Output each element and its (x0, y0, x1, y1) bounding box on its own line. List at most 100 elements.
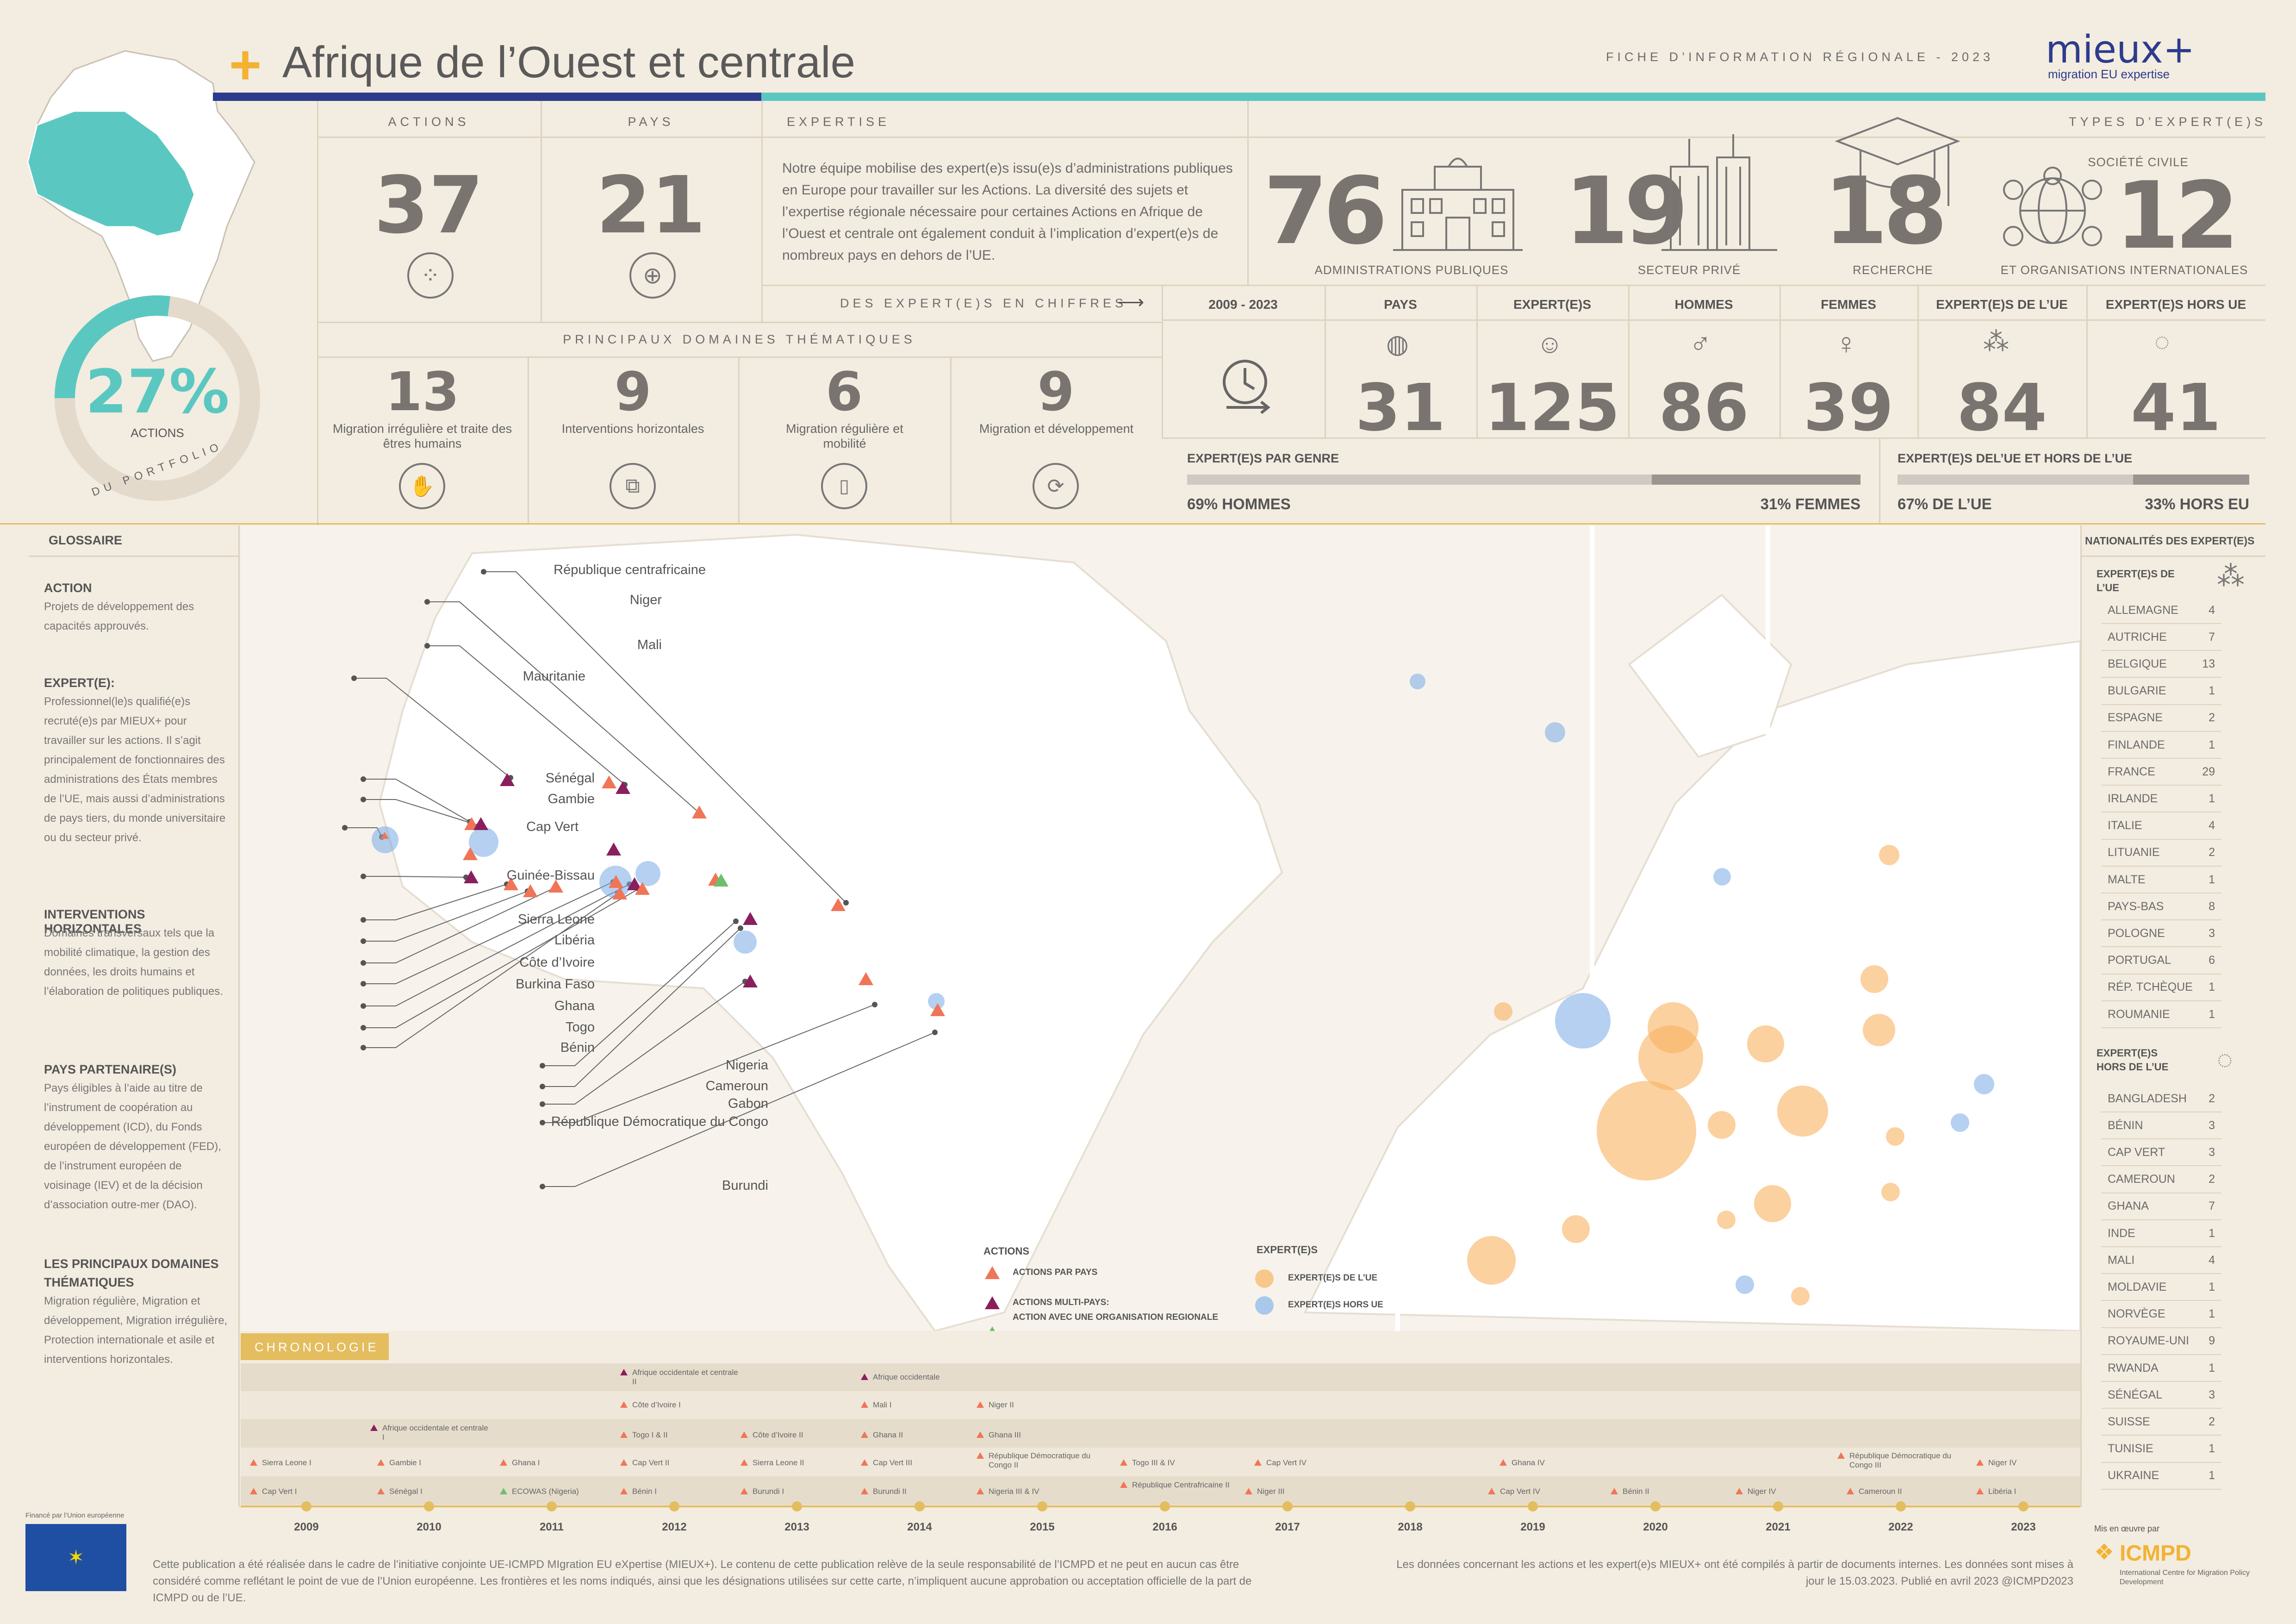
timeline-item: Nigeria III & IV (977, 1487, 1039, 1496)
expert-circle (372, 826, 398, 853)
nationality-count: 3 (2209, 1118, 2215, 1132)
nationality-name: ITALIE (2108, 819, 2142, 832)
nationality-ue-row: PAYS-BAS 8 (2101, 893, 2221, 921)
nationality-name: INDE (2108, 1226, 2135, 1240)
glossary-def-domaines: Migration régulière, Migration et dévelo… (44, 1295, 228, 1366)
type-label-admin: ADMINISTRATIONS PUBLIQUES (1314, 263, 1509, 277)
timeline-item-label: République Démocratique du Congo III (1849, 1451, 1952, 1469)
type-label-top-societe: SOCIÉTÉ CIVILE (2088, 155, 2189, 169)
nationality-hors-row: MOLDAVIE 1 (2101, 1274, 2221, 1301)
glossary-def-horizontales: Domaines transversaux tels que la mobili… (44, 927, 223, 998)
nationality-count: 2 (2209, 846, 2215, 859)
nationality-hors-row: INDE 1 (2101, 1220, 2221, 1247)
timeline-item-triangle (1837, 1452, 1845, 1459)
figure-value-ue: 84 (1957, 370, 2047, 446)
eu-funded-label: Financé par l’Union européenne (25, 1512, 124, 1519)
timeline-item-label: Sierra Leone II (753, 1458, 804, 1467)
map-label-mauritanie: Mauritanie (523, 669, 585, 684)
nationality-name: SÉNÉGAL (2108, 1388, 2163, 1401)
timeline-item: Ghana III (977, 1430, 1021, 1440)
action-triangle (463, 847, 478, 860)
timeline-item-label: Niger IV (1748, 1487, 1776, 1496)
leader-dot (361, 938, 366, 944)
globe-outline-icon: ◌ (2154, 327, 2170, 356)
leader-line (363, 876, 467, 878)
donut-label: ACTIONS (131, 426, 184, 440)
pays-value: 21 (596, 160, 706, 251)
timeline-title: CHRONOLOGIE (241, 1333, 389, 1360)
timeline-item: Cap Vert II (620, 1458, 669, 1468)
timeline-item: Ghana IV (1500, 1458, 1545, 1468)
map-label-gambie: Gambie (548, 792, 595, 806)
leader-line (427, 645, 625, 785)
mieux-tagline: migration EU expertise (2048, 67, 2170, 81)
timeline-item: République Démocratique du Congo II (977, 1451, 1095, 1470)
leader-dot (361, 776, 366, 782)
globe-icon: ⊕ (629, 252, 676, 299)
timeline-item-label: Gambie I (389, 1458, 421, 1467)
leader-line (484, 571, 846, 903)
action-triangle (635, 882, 650, 895)
leader-dot (540, 1063, 545, 1068)
nationality-name: TUNISIE (2108, 1442, 2153, 1455)
ue-bar (1898, 475, 2249, 485)
timeline-item-label: Cameroun II (1859, 1487, 1902, 1496)
leader-dot (342, 825, 348, 831)
timeline-item-label: Afrique occidentale (873, 1373, 940, 1381)
timeline-item-triangle (1120, 1459, 1127, 1466)
timeline-item: Ghana II (861, 1430, 903, 1440)
timeline-year: 2017 (1275, 1521, 1300, 1533)
mieux-logo: mieux+ (2046, 28, 2195, 72)
timeline-year-dot (1282, 1501, 1293, 1512)
nationality-count: 4 (2209, 819, 2215, 832)
action-triangle (606, 843, 621, 856)
head-icon: ☺ (1537, 329, 1563, 358)
leader-dot (361, 1045, 366, 1050)
timeline-item-triangle (620, 1431, 628, 1438)
timeline-year-dot (792, 1501, 802, 1512)
action-triangle (500, 773, 515, 786)
timeline-item: Mali I (861, 1400, 892, 1410)
timeline-item: Afrique occidentale (861, 1373, 940, 1382)
timeline-item-label: République Centrafricaine II (1132, 1480, 1230, 1489)
nationality-name: FINLANDE (2108, 738, 2165, 751)
nationality-count: 1 (2209, 1280, 2215, 1293)
plus-icon: + (229, 34, 262, 96)
nationality-count: 1 (2209, 684, 2215, 698)
figure-label-hommes: HOMMES (1674, 297, 1733, 312)
timeline-year-dot (1160, 1501, 1170, 1512)
timeline-item: Ghana I (500, 1458, 540, 1468)
timeline-year: 2021 (1766, 1521, 1791, 1533)
map-label-burundi: Burundi (722, 1178, 768, 1193)
leader-dot (361, 981, 366, 987)
nationality-count: 9 (2209, 1334, 2215, 1348)
nationality-count: 2 (2209, 711, 2215, 725)
timeline-item: ECOWAS (Nigeria) (500, 1487, 579, 1496)
timeline-item-label: Burundi I (753, 1487, 784, 1496)
timeline-item-triangle (250, 1488, 257, 1494)
leader-line (542, 1032, 935, 1187)
nationality-ue-row: ESPAGNE 2 (2101, 705, 2221, 732)
leader-line (363, 779, 470, 822)
timeline-item-label: Togo III & IV (1132, 1458, 1175, 1467)
action-triangle (930, 1003, 945, 1016)
leader-dot (424, 643, 430, 649)
leader-dot (361, 1025, 366, 1031)
timeline-year: 2020 (1643, 1521, 1668, 1533)
figure-value-hors-ue: 41 (2131, 370, 2221, 446)
timeline-item-label: Sierra Leone I (262, 1458, 311, 1467)
map-label-liberia: Libéria (554, 933, 595, 948)
leader-line (363, 893, 618, 1048)
timeline-year-dot (1528, 1501, 1538, 1512)
nationality-ue-row: PORTUGAL 6 (2101, 948, 2221, 974)
domaine-label-irreguliere: Migration irrégulière et traite des être… (332, 422, 512, 450)
nationality-hors-row: CAP VERT 3 (2101, 1139, 2221, 1167)
glossary-term-pays: PAYS PARTENAIRE(S) (44, 1062, 177, 1076)
female-icon: ♀ (1835, 327, 1857, 360)
nationality-ue-row: FRANCE 29 (2101, 759, 2221, 786)
timeline-item-triangle (250, 1459, 257, 1466)
nationality-name: ROUMANIE (2108, 1007, 2170, 1021)
nationality-count: 3 (2209, 1388, 2215, 1401)
timeline-year-dot (424, 1501, 434, 1512)
leader-dot (733, 918, 739, 924)
